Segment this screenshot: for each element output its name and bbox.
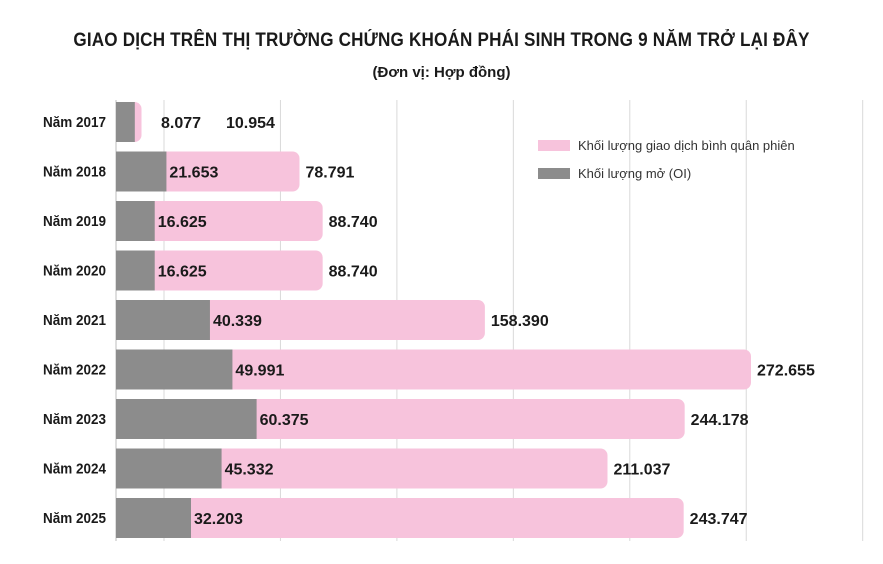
legend-label-oi: Khối lượng mở (OI): [578, 165, 692, 181]
category-label: Năm 2020: [43, 263, 106, 280]
bar-oi: [116, 201, 155, 241]
data-label-oi: 40.339: [213, 313, 262, 330]
data-label-oi: 32.203: [194, 511, 243, 528]
bar-oi: [116, 399, 257, 439]
legend-swatch-oi: [538, 167, 570, 179]
bar-oi: [116, 300, 210, 340]
category-label: Năm 2024: [43, 461, 106, 478]
chart-subtitle: (Đơn vị: Hợp đồng): [372, 64, 511, 81]
data-label-oi: 60.375: [260, 412, 309, 429]
data-label-volume: 88.740: [329, 214, 378, 231]
data-label-volume: 78.791: [306, 165, 355, 182]
bar-oi: [116, 102, 135, 142]
data-label-volume: 10.954: [226, 115, 275, 132]
bar-volume: [116, 201, 323, 241]
bar-oi: [116, 448, 222, 489]
bar-volume: [116, 448, 608, 489]
category-label: Năm 2018: [43, 164, 106, 181]
category-label: Năm 2019: [43, 213, 106, 230]
bar-oi: [116, 349, 233, 390]
data-label-oi: 45.332: [225, 462, 274, 479]
category-label: Năm 2017: [43, 114, 106, 131]
data-label-volume: 244.178: [691, 412, 749, 429]
category-label: Năm 2025: [43, 510, 106, 527]
legend-swatch-volume: [538, 139, 570, 151]
data-label-oi: 8.077: [161, 115, 201, 132]
data-label-oi: 21.653: [169, 165, 218, 182]
legend: Khối lượng giao dịch bình quân phiên Khố…: [538, 131, 795, 187]
data-label-oi: 16.625: [158, 214, 207, 231]
chart-title: GIAO DỊCH TRÊN THỊ TRƯỜNG CHỨNG KHOÁN PH…: [73, 30, 810, 51]
legend-item-oi: Khối lượng mở (OI): [538, 159, 795, 187]
bar-volume: [116, 349, 751, 390]
category-label: Năm 2023: [43, 411, 106, 428]
bar-oi: [116, 250, 155, 291]
bar-volume: [116, 250, 323, 291]
bar-volume: [116, 399, 685, 439]
data-label-volume: 88.740: [329, 264, 378, 281]
category-label: Năm 2021: [43, 312, 106, 329]
data-label-volume: 211.037: [613, 462, 670, 479]
data-label-oi: 16.625: [158, 264, 207, 281]
bar-oi: [116, 151, 167, 192]
bar-oi: [116, 498, 191, 538]
data-label-volume: 158.390: [491, 313, 549, 330]
data-label-volume: 272.655: [757, 363, 815, 380]
data-label-oi: 49.991: [235, 363, 284, 380]
category-label: Năm 2022: [43, 362, 106, 379]
legend-label-volume: Khối lượng giao dịch bình quân phiên: [578, 137, 795, 153]
data-label-volume: 243.747: [690, 511, 748, 528]
legend-item-volume: Khối lượng giao dịch bình quân phiên: [538, 131, 795, 159]
bar-volume: [116, 498, 684, 538]
